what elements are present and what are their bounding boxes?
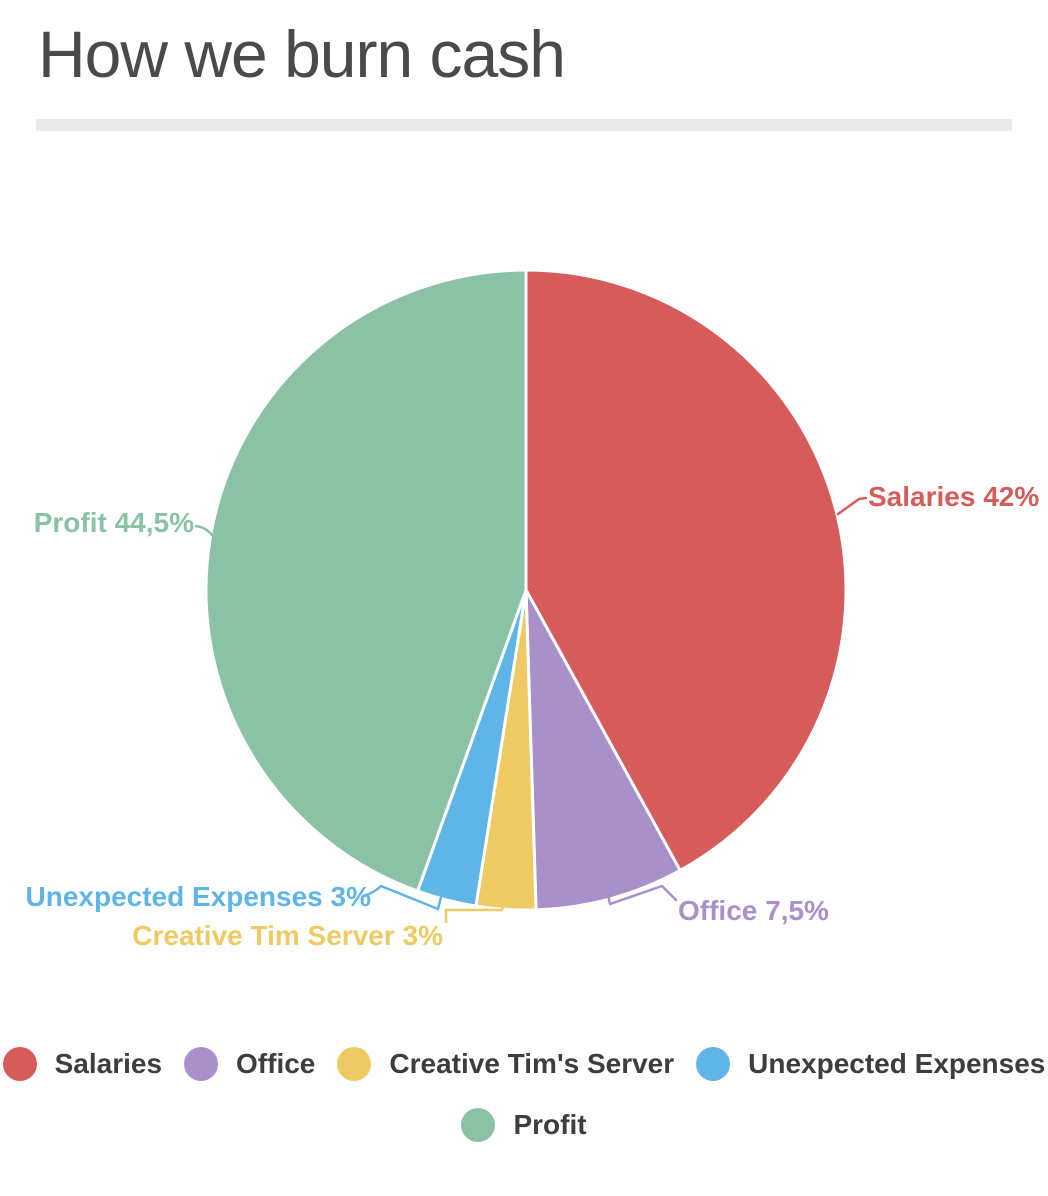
legend-item-profit[interactable]: Profit — [461, 1108, 587, 1142]
pie-slices — [204, 268, 848, 912]
slice-labels: Salaries 42% Office 7,5% Creative Tim Se… — [26, 481, 1040, 951]
label-leader-lines — [194, 496, 868, 924]
leader-line-creative-tim-server — [444, 899, 507, 924]
slice-label-profit: Profit 44,5% — [34, 507, 194, 538]
legend-item-office[interactable]: Office — [184, 1047, 315, 1081]
legend-row-1: Salaries Office Creative Tim's Server Un… — [0, 1047, 1048, 1081]
slice-label-unexpected-expenses: Unexpected Expenses 3% — [26, 881, 372, 912]
legend-swatch-creative-tim-server — [337, 1047, 372, 1081]
slice-label-salaries: Salaries 42% — [868, 481, 1039, 512]
slice-label-office: Office 7,5% — [678, 895, 829, 926]
legend-swatch-unexpected-expenses — [696, 1047, 731, 1081]
legend-swatch-office — [184, 1047, 219, 1081]
legend-label-unexpected-expenses: Unexpected Expenses — [748, 1048, 1046, 1079]
page-title: How we burn cash — [38, 17, 566, 91]
pie-slice-office[interactable] — [524, 588, 682, 912]
legend-swatch-profit — [461, 1108, 496, 1142]
legend-label-profit: Profit — [513, 1109, 587, 1140]
pie-chart: Salaries 42% Office 7,5% Creative Tim Se… — [26, 268, 1040, 951]
leader-line-unexpected-expenses — [362, 884, 443, 911]
legend-label-salaries: Salaries — [54, 1048, 163, 1079]
leader-line-salaries — [836, 496, 868, 516]
leader-line-profit — [194, 524, 214, 537]
legend-item-unexpected-expenses[interactable]: Unexpected Expenses — [696, 1047, 1045, 1081]
legend-row-2: Profit — [0, 1108, 1048, 1142]
slice-label-creative-tim-server: Creative Tim Server 3% — [132, 920, 443, 951]
legend-label-creative-tim-server: Creative Tim's Server — [389, 1048, 675, 1079]
leader-line-office — [606, 884, 678, 906]
legend-swatch-salaries — [2, 1047, 37, 1081]
legend-item-salaries[interactable]: Salaries — [2, 1047, 163, 1081]
pie-slice-salaries[interactable] — [524, 268, 848, 872]
legend-item-creative-tim-server[interactable]: Creative Tim's Server — [337, 1047, 674, 1081]
title-divider — [36, 119, 1012, 131]
legend-label-office: Office — [236, 1048, 316, 1079]
